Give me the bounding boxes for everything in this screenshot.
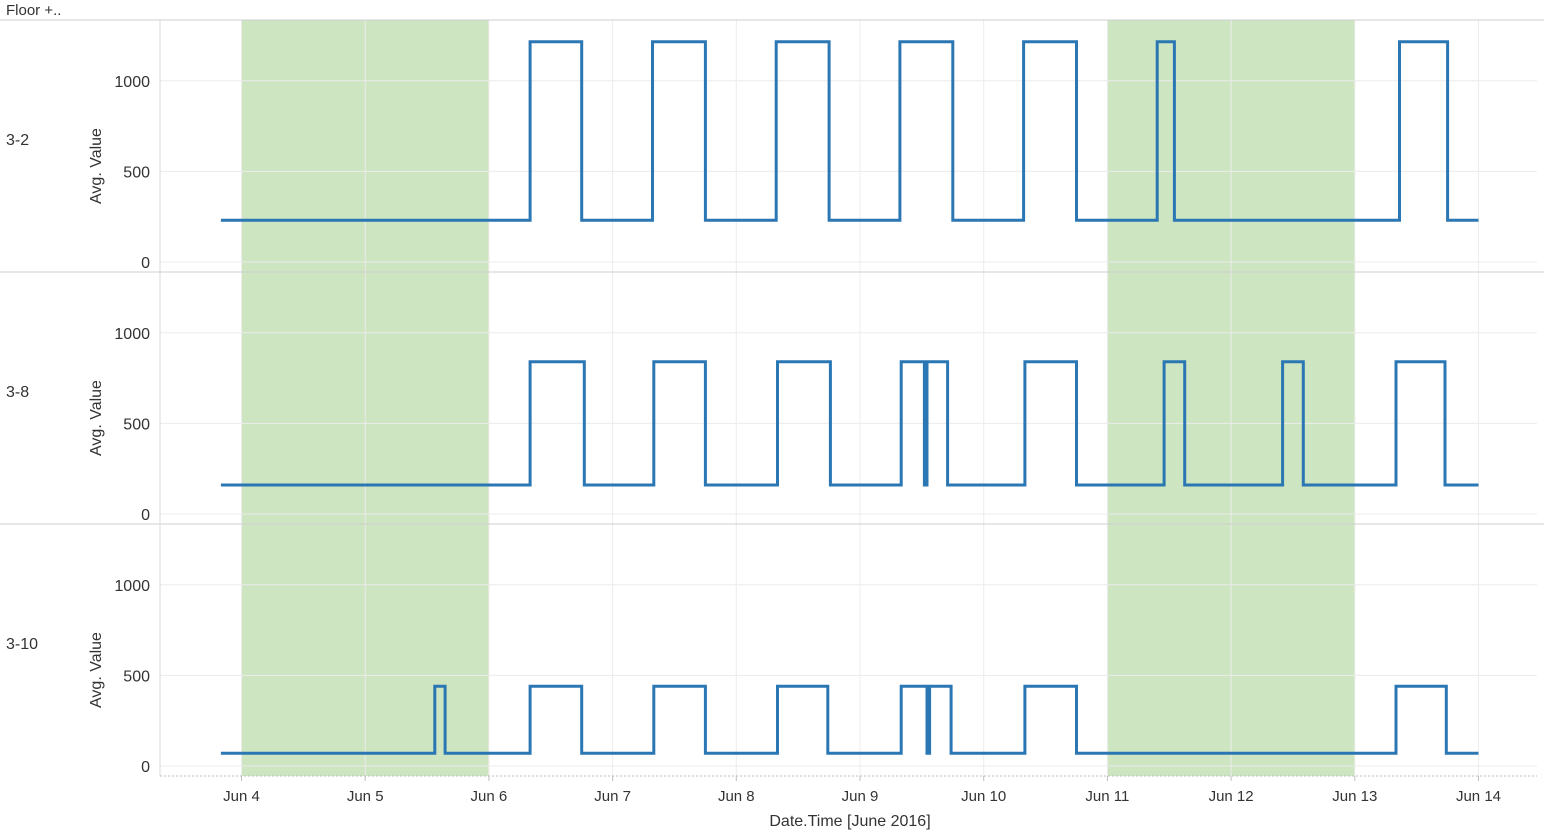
x-axis-title: Date.Time [June 2016] bbox=[769, 813, 930, 830]
x-tick-label: Jun 6 bbox=[471, 788, 508, 805]
series-line-3-8[interactable] bbox=[220, 360, 1479, 487]
x-tick-label: Jun 8 bbox=[718, 788, 755, 805]
x-tick-label: Jun 7 bbox=[594, 788, 631, 805]
y-tick-label: 0 bbox=[141, 507, 150, 524]
y-axis-title: Avg. Value bbox=[88, 128, 105, 204]
x-tick-label: Jun 11 bbox=[1085, 788, 1129, 805]
y-tick-label: 1000 bbox=[114, 326, 150, 343]
x-tick-label: Jun 9 bbox=[842, 788, 879, 805]
y-tick-label: 500 bbox=[123, 416, 150, 433]
x-tick-label: Jun 12 bbox=[1209, 788, 1254, 805]
axis-labels: Jun 4 Jun 5 Jun 6 Jun 7 Jun 8 Jun 9 Jun 10 Jun … bbox=[6, 74, 1501, 805]
x-tick-label: Jun 13 bbox=[1332, 788, 1377, 805]
y-tick-label: 0 bbox=[141, 255, 150, 272]
series-line-3-2[interactable] bbox=[220, 40, 1479, 222]
panel-frames bbox=[0, 19, 1544, 781]
y-tick-label: 500 bbox=[123, 164, 150, 181]
y-tick-label: 0 bbox=[141, 759, 150, 776]
y-axis-title: Avg. Value bbox=[88, 632, 105, 708]
panel-row-label[interactable]: 3-2 bbox=[6, 132, 29, 149]
x-tick-label: Jun 14 bbox=[1456, 788, 1501, 805]
series-line-3-10[interactable] bbox=[220, 684, 1479, 755]
y-tick-label: 1000 bbox=[114, 578, 150, 595]
series-lines bbox=[220, 40, 1479, 755]
x-tick-label: Jun 4 bbox=[223, 788, 260, 805]
highlight-bands bbox=[241, 20, 1355, 776]
row-header-label[interactable]: Floor +.. bbox=[6, 2, 61, 19]
gridlines bbox=[160, 20, 1537, 776]
y-tick-label: 500 bbox=[123, 668, 150, 685]
y-axis-title: Avg. Value bbox=[88, 380, 105, 456]
x-tick-label: Jun 5 bbox=[347, 788, 384, 805]
panel-row-label[interactable]: 3-8 bbox=[6, 384, 29, 401]
panel-row-label[interactable]: 3-10 bbox=[6, 636, 38, 653]
x-tick-label: Jun 10 bbox=[961, 788, 1006, 805]
y-tick-label: 1000 bbox=[114, 74, 150, 91]
